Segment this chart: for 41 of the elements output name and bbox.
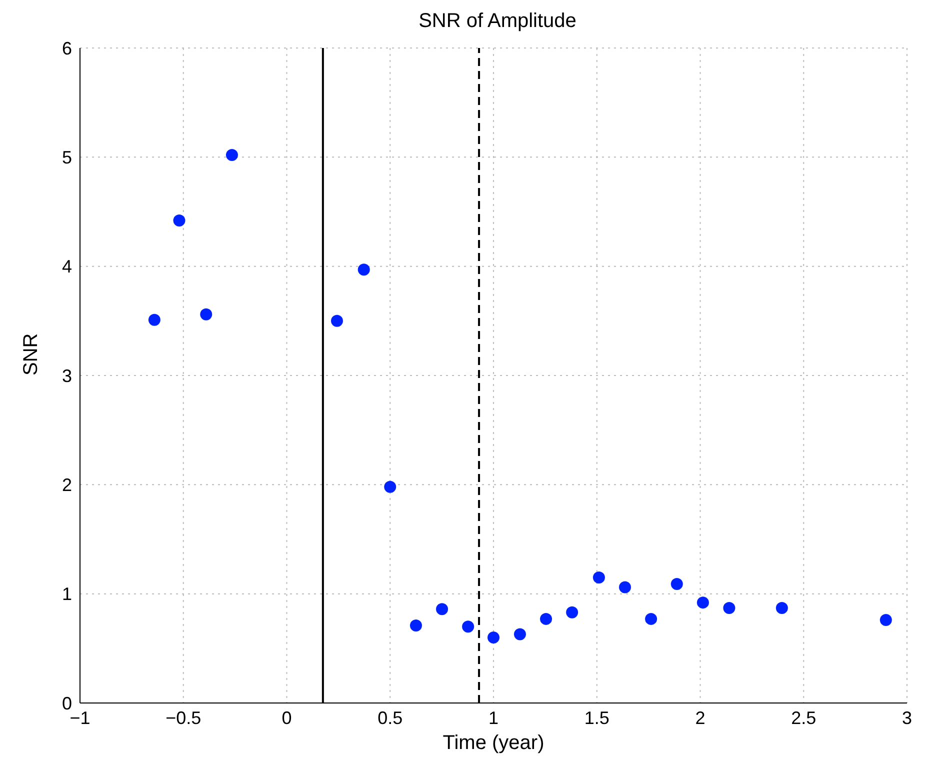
point bbox=[358, 264, 370, 276]
point bbox=[173, 214, 186, 226]
point bbox=[410, 619, 422, 632]
chart-title: SNR of Amplitude bbox=[418, 10, 578, 33]
point bbox=[645, 612, 658, 625]
x-tick-label: 0 bbox=[282, 708, 292, 728]
point bbox=[723, 602, 736, 614]
point bbox=[618, 581, 631, 594]
point bbox=[696, 596, 709, 609]
point bbox=[384, 480, 396, 493]
x-axis-title: Time (year) bbox=[442, 732, 544, 754]
point bbox=[330, 314, 343, 327]
point bbox=[436, 603, 448, 616]
y-tick-label: 3 bbox=[62, 366, 72, 386]
point bbox=[488, 632, 500, 644]
point bbox=[462, 620, 474, 633]
point bbox=[540, 612, 552, 625]
y-tick-label: 1 bbox=[62, 584, 72, 604]
y-tick-label: 4 bbox=[62, 256, 72, 277]
x-tick-label: 3 bbox=[902, 708, 912, 728]
x-tick-label: 0.5 bbox=[378, 708, 403, 728]
point bbox=[670, 578, 683, 590]
point bbox=[148, 314, 160, 326]
point bbox=[592, 571, 605, 584]
y-tick-label: 2 bbox=[62, 475, 72, 496]
point bbox=[514, 628, 526, 640]
point bbox=[226, 148, 238, 161]
x-tick-label: 1.5 bbox=[584, 708, 610, 728]
point bbox=[566, 606, 578, 618]
y-tick-label: 0 bbox=[62, 693, 72, 714]
point bbox=[776, 602, 788, 614]
x-tick-label: 1 bbox=[488, 708, 499, 728]
x-tick-label: −1 bbox=[70, 708, 90, 728]
y-axis-title: SNR bbox=[20, 333, 42, 376]
x-tick-label: 2 bbox=[695, 708, 706, 728]
point bbox=[880, 614, 892, 626]
y-tick-label: 6 bbox=[62, 38, 72, 58]
point bbox=[200, 308, 212, 320]
y-tick-label: 5 bbox=[62, 148, 72, 168]
x-tick-label: −0.5 bbox=[166, 708, 202, 728]
x-tick-label: 2.5 bbox=[791, 708, 816, 728]
